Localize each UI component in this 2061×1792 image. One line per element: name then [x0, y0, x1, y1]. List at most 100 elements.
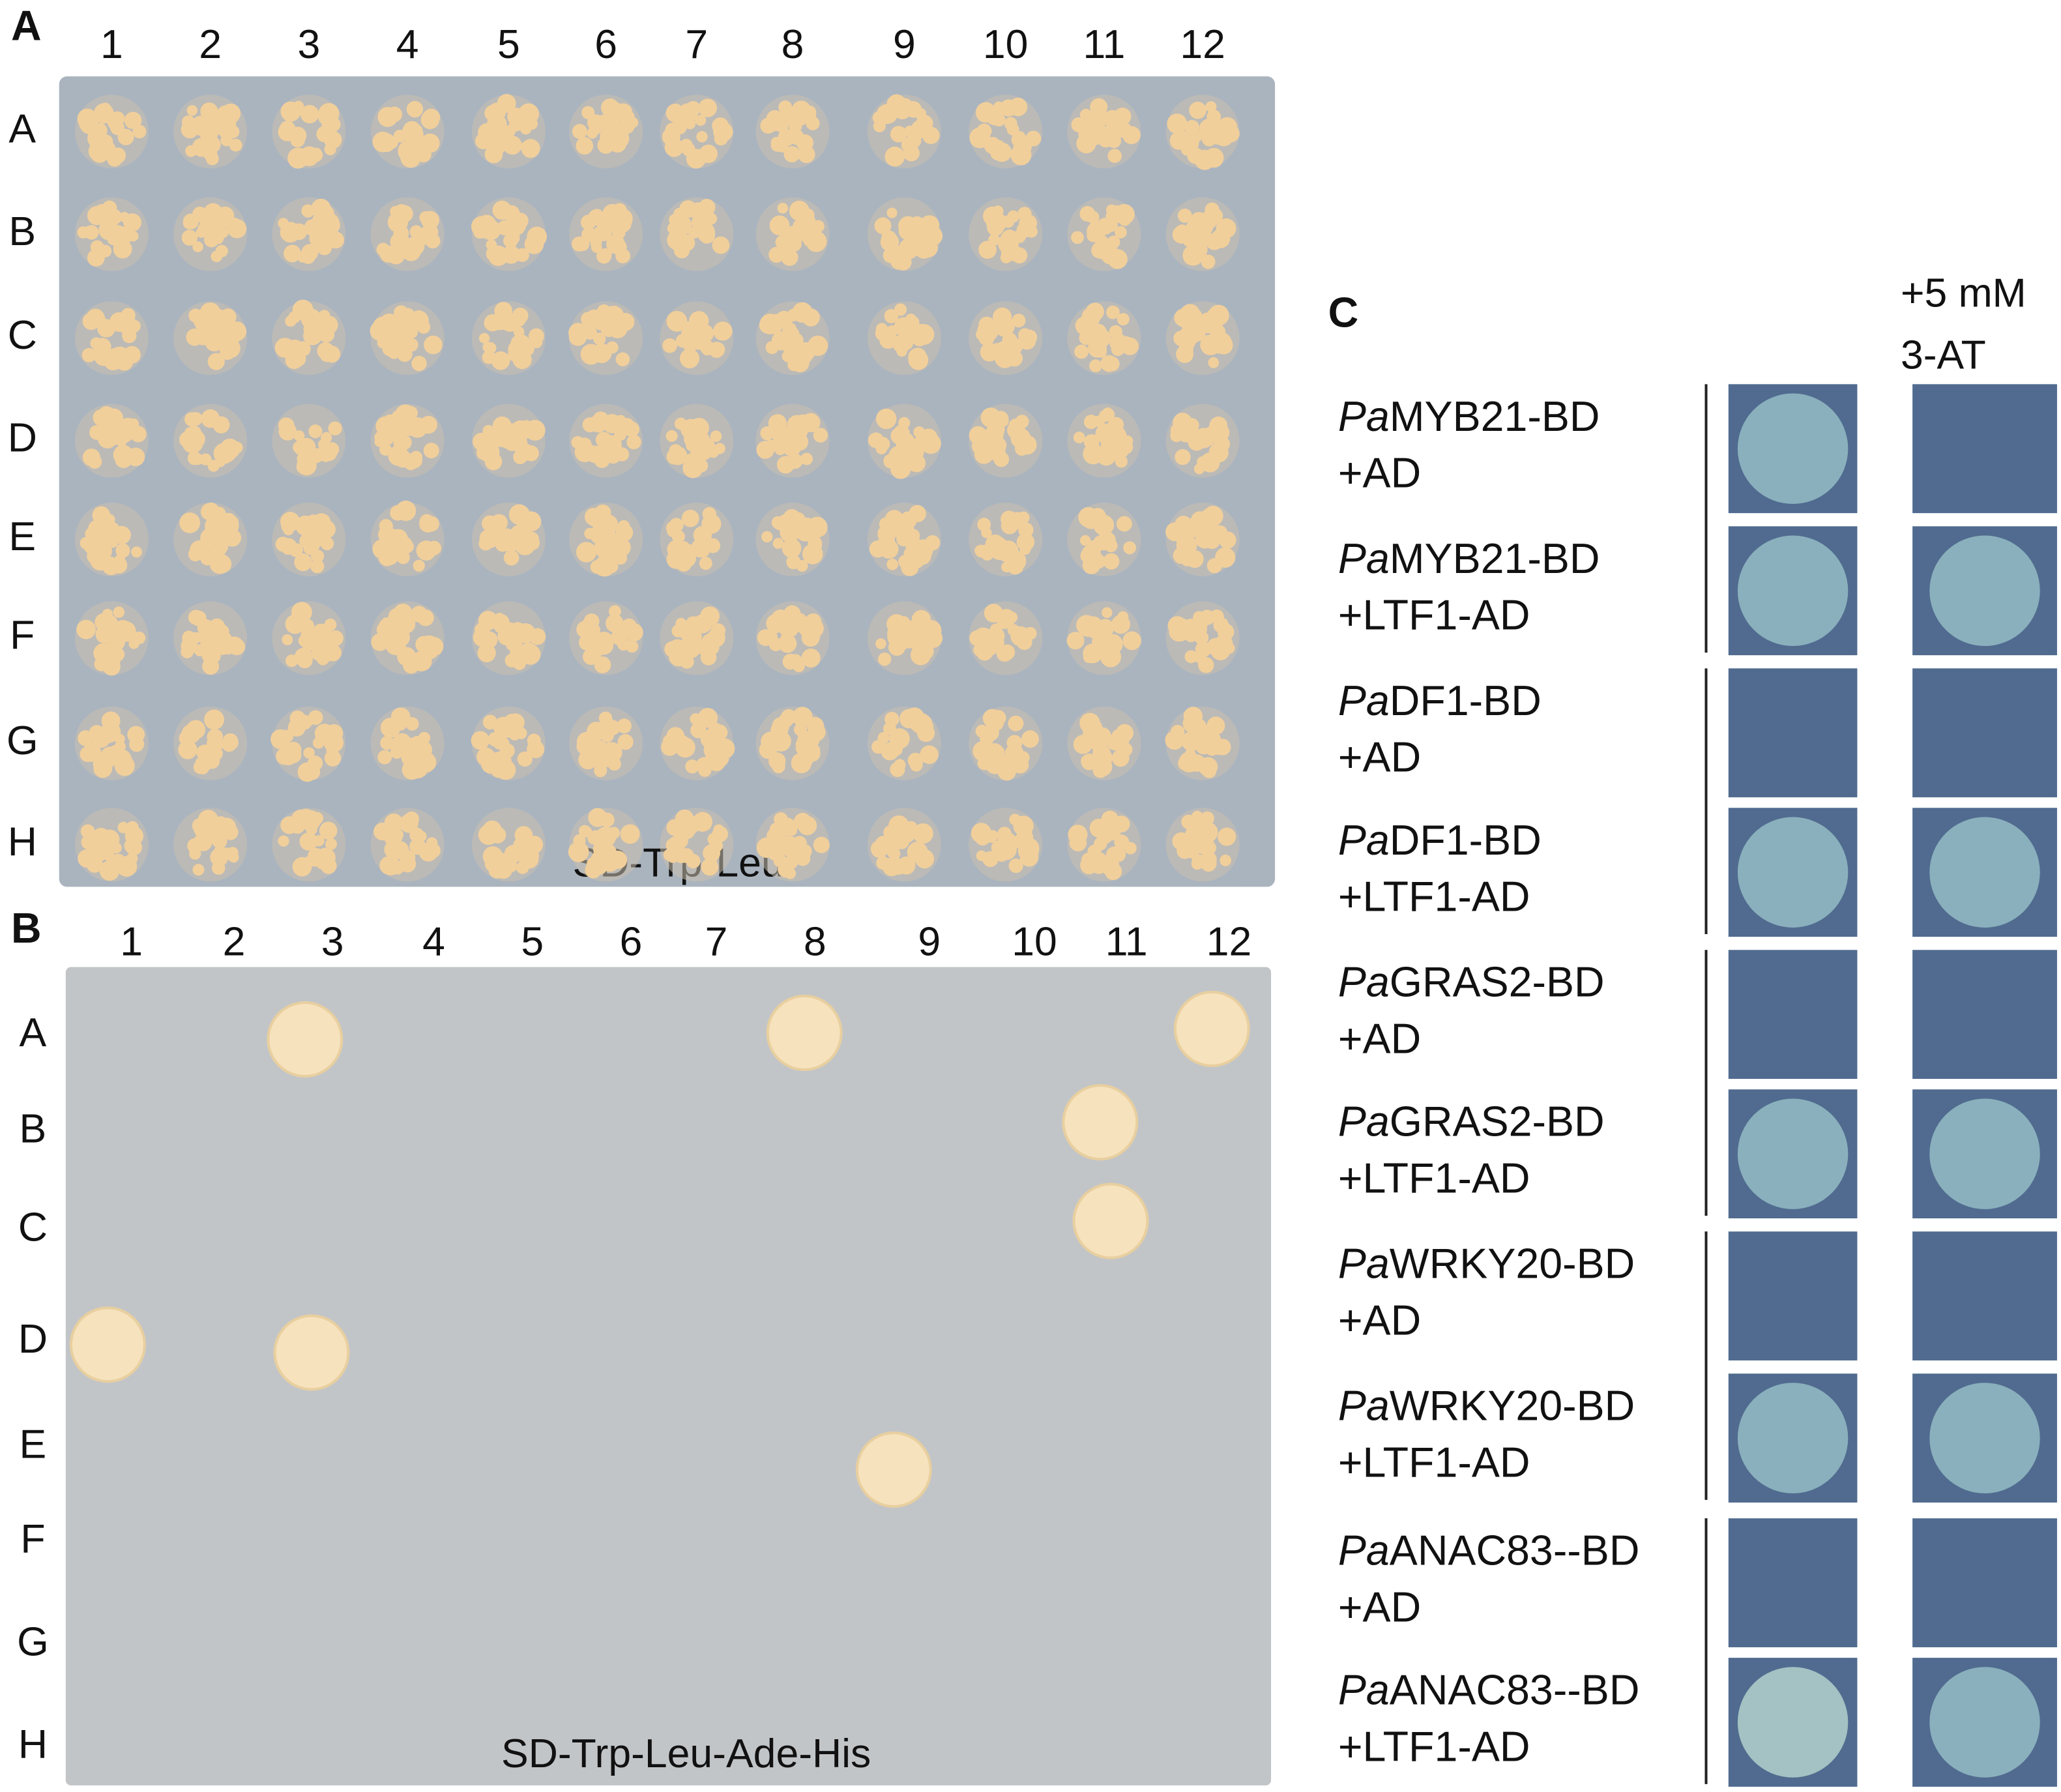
colony: [104, 514, 115, 525]
colony: [914, 714, 930, 729]
colony: [1170, 724, 1185, 739]
colony: [426, 837, 438, 849]
row-label: D: [8, 415, 37, 461]
row-label: F: [10, 612, 35, 658]
colony: [992, 411, 1009, 428]
colony: [278, 422, 297, 441]
colony: [128, 638, 139, 649]
colony: [285, 351, 303, 370]
colony: [94, 543, 105, 555]
colony: [878, 653, 892, 666]
colony: [875, 835, 893, 854]
row-label: E: [8, 514, 36, 559]
colony: [782, 653, 799, 670]
colony: [701, 514, 722, 534]
colony: [792, 707, 813, 727]
colony: [284, 244, 301, 263]
column-label: 6: [620, 919, 643, 965]
colony: [394, 450, 412, 468]
colony: [697, 708, 718, 728]
colony: [181, 229, 198, 246]
colony: [1186, 220, 1200, 234]
spot-square: [1728, 1518, 1858, 1647]
row-label: C: [18, 1205, 48, 1250]
species-prefix: Pa: [1338, 1527, 1390, 1574]
colony: [415, 146, 431, 162]
colony: [285, 614, 305, 634]
colony: [131, 546, 143, 558]
colony: [883, 825, 898, 840]
colony: [693, 614, 712, 634]
colony: [888, 638, 906, 656]
colony: [804, 732, 820, 748]
colony: [874, 217, 892, 235]
column-label: 4: [422, 919, 445, 965]
partner-label: +LTF1-AD: [1338, 874, 1530, 920]
colony: [1072, 1182, 1149, 1259]
colony: [793, 202, 808, 218]
colony: [280, 101, 301, 122]
colony: [679, 348, 700, 369]
spot-square: [1728, 1231, 1858, 1360]
colony: [1206, 716, 1225, 735]
colony: [768, 314, 783, 329]
colony: [1078, 117, 1095, 135]
colony: [87, 454, 102, 469]
colony: [599, 248, 612, 261]
colony: [297, 762, 317, 782]
construct-label: PaWRKY20-BD: [1338, 1383, 1635, 1430]
spot-square: [1728, 668, 1858, 798]
partner-label: +AD: [1338, 1583, 1421, 1630]
colony: [110, 853, 126, 870]
colony: [319, 821, 338, 840]
colony: [590, 237, 602, 249]
colony: [473, 225, 487, 239]
colony: [489, 827, 506, 844]
colony: [93, 123, 108, 138]
colony: [568, 841, 589, 862]
colony: [300, 308, 322, 329]
colony: [997, 343, 1015, 361]
colony: [393, 733, 411, 751]
colony: [774, 444, 786, 456]
species-prefix: Pa: [1338, 1383, 1390, 1430]
colony: [772, 538, 784, 549]
colony: [425, 233, 441, 249]
colony: [525, 117, 538, 130]
spot-square: [1912, 950, 2057, 1080]
colony: [997, 609, 1016, 628]
column-label: 8: [804, 919, 826, 965]
colony: [1107, 134, 1122, 149]
colony: [484, 145, 503, 164]
colony: [804, 550, 815, 562]
colony: [890, 249, 911, 271]
colony: [991, 113, 1006, 127]
colony: [707, 628, 725, 647]
colony: [1178, 342, 1194, 358]
construct-name: DF1-BD: [1390, 817, 1542, 864]
colony: [503, 233, 518, 248]
colony: [664, 138, 684, 157]
colony: [1202, 840, 1217, 855]
colony: [508, 346, 524, 362]
colony: [316, 126, 333, 143]
column-label: 6: [594, 22, 617, 67]
colony: [766, 613, 785, 634]
colony: [977, 518, 991, 532]
colony: [1117, 313, 1130, 326]
colony: [602, 324, 615, 338]
colony: [400, 850, 415, 865]
colony: [667, 836, 685, 853]
colony: [1205, 101, 1217, 113]
colony: [983, 428, 1001, 445]
colony: [778, 712, 794, 728]
colony: [494, 613, 505, 624]
colony: [1006, 735, 1023, 751]
colony: [992, 746, 1005, 759]
colony: [209, 618, 226, 635]
colony: [375, 416, 396, 436]
yeast-spot: [1737, 1383, 1849, 1493]
colony: [1214, 739, 1231, 756]
colony: [285, 654, 299, 668]
colony: [690, 447, 704, 461]
